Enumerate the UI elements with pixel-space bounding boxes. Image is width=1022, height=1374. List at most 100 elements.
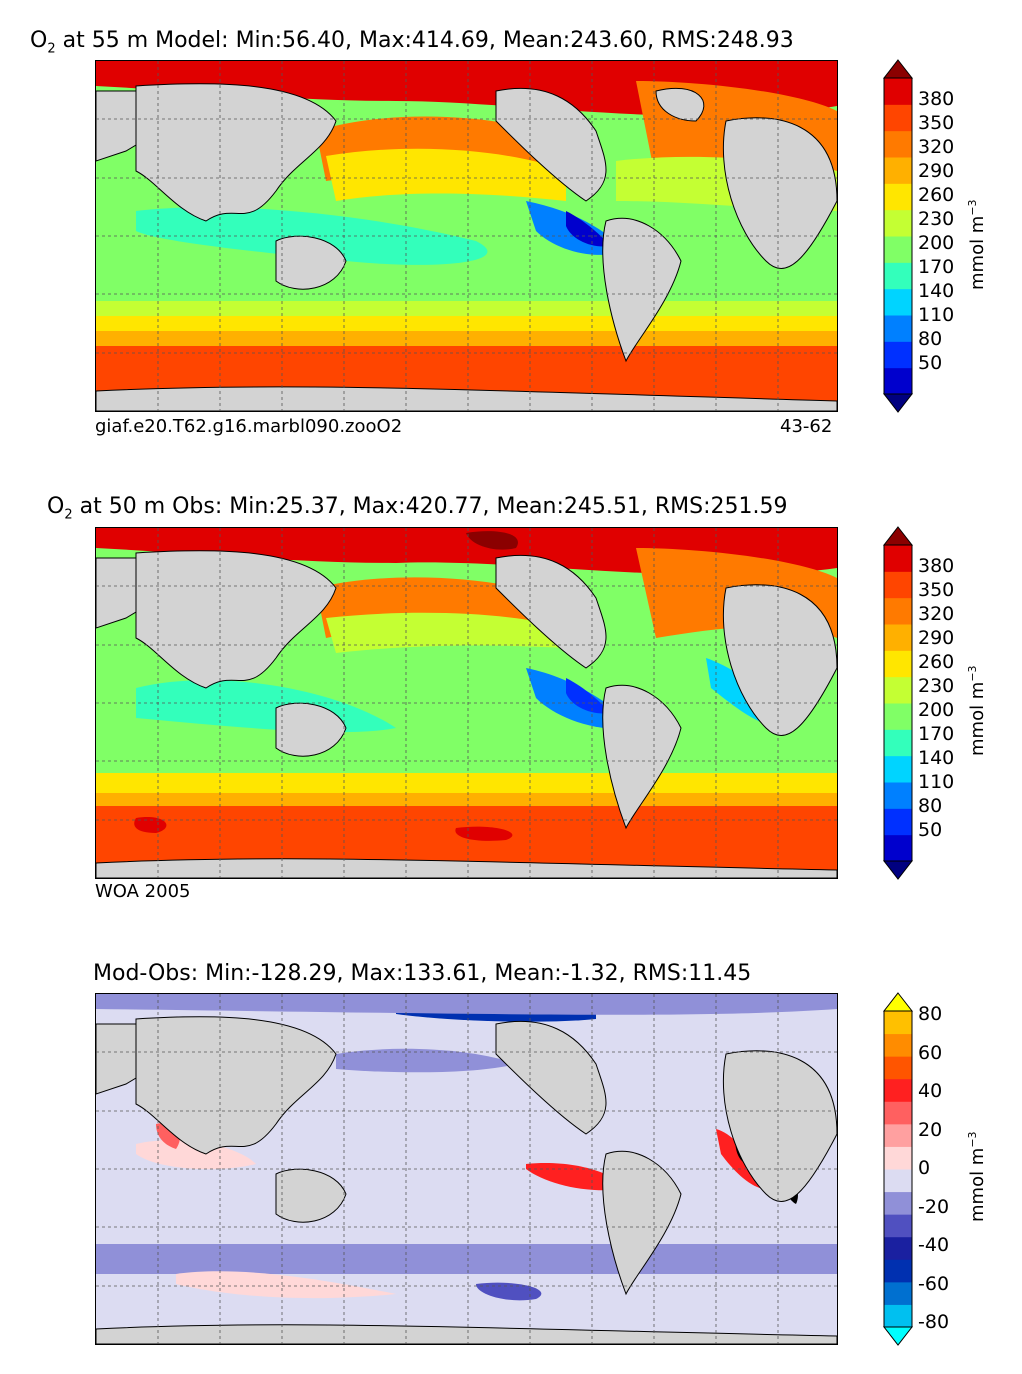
colorbar-frame xyxy=(883,544,913,862)
colorbar-segment xyxy=(884,808,912,836)
colorbar-unit-model: mmol m−3 xyxy=(966,199,988,290)
colorbar-segment xyxy=(884,262,912,290)
colorbar-segment xyxy=(884,624,912,651)
colorbar-model xyxy=(882,59,914,413)
colorbar-tick-label: 380 xyxy=(918,88,955,110)
colorbar-tick-label: 200 xyxy=(918,699,955,721)
colorbar-model-scale xyxy=(882,59,914,413)
colorbar-segment xyxy=(884,676,912,704)
colorbar-tick-label: 140 xyxy=(918,280,955,302)
colorbar-segment xyxy=(884,288,912,316)
colorbar-tick-label: 170 xyxy=(918,256,955,278)
colorbar-tick-label: 50 xyxy=(918,819,943,841)
colorbar-segment xyxy=(884,183,912,211)
colorbar-extend-max xyxy=(882,992,914,1012)
colorbar-extend-max xyxy=(882,526,914,546)
panel-title-obs: O2 at 50 m Obs: Min:25.37, Max:420.77, M… xyxy=(47,494,788,523)
panel-title-model: O2 at 55 m Model: Min:56.40, Max:414.69,… xyxy=(30,28,794,57)
colorbar-unit-diff: mmol m−3 xyxy=(966,1131,988,1222)
colorbar-segment xyxy=(884,104,912,132)
colorbar-segment xyxy=(884,1236,912,1260)
colorbar-diff-scale xyxy=(882,992,914,1346)
colorbar-segment xyxy=(884,703,912,730)
colorbar-tick-label: 110 xyxy=(918,304,955,326)
colorbar-obs-scale xyxy=(882,526,914,880)
colorbar-tick-label: 40 xyxy=(918,1080,943,1102)
colorbar-segment xyxy=(884,130,912,158)
colorbar-unit-obs: mmol m−3 xyxy=(966,665,988,756)
map-obs xyxy=(95,527,838,879)
colorbar-tick-label: -40 xyxy=(918,1234,950,1256)
colorbar-segment xyxy=(884,367,912,395)
colorbar-tick-label: -60 xyxy=(918,1272,950,1295)
footer-years: 43-62 xyxy=(780,416,833,437)
colorbar-segment xyxy=(884,755,912,783)
colorbar-tick-label: 350 xyxy=(918,112,955,134)
footer-obs-source: WOA 2005 xyxy=(95,881,191,902)
map-model xyxy=(95,60,838,412)
colorbar-tick-label: 80 xyxy=(918,1003,943,1025)
colorbar-segment xyxy=(884,1056,912,1080)
panel-title-diff: Mod-Obs: Min:-128.29, Max:133.61, Mean:-… xyxy=(93,961,752,986)
colorbar-tick-label: 230 xyxy=(918,675,955,697)
colorbar-extend-min xyxy=(882,393,914,413)
colorbar-segment xyxy=(884,1169,912,1193)
colorbar-segment xyxy=(884,1259,912,1283)
colorbar-tick-label: 20 xyxy=(918,1118,943,1141)
colorbar-tick-label: 140 xyxy=(918,747,955,769)
colorbar-segment xyxy=(884,729,912,757)
colorbar-tick-label: 320 xyxy=(918,603,955,625)
colorbar-segment xyxy=(884,1304,912,1328)
map-diff xyxy=(95,993,838,1345)
colorbar-segment xyxy=(884,1281,912,1305)
colorbar-segment xyxy=(884,571,912,599)
colorbar-segment xyxy=(884,157,912,184)
colorbar-frame xyxy=(883,1010,913,1328)
footer-run-id: giaf.e20.T62.g16.marbl090.zooO2 xyxy=(95,416,403,437)
colorbar-segment xyxy=(884,1078,912,1102)
colorbar-tick-label: -80 xyxy=(918,1311,950,1333)
colorbar-tick-label: 380 xyxy=(918,555,955,577)
colorbar-segment xyxy=(884,209,912,237)
colorbar-segment xyxy=(884,1214,912,1238)
colorbar-tick-label: 60 xyxy=(918,1041,943,1064)
map-obs-field xyxy=(96,528,837,878)
colorbar-tick-label: 350 xyxy=(918,579,955,601)
colorbar-extend-min xyxy=(882,860,914,880)
colorbar-segment xyxy=(884,545,912,572)
colorbar-extend-min xyxy=(882,1326,914,1346)
map-model-field xyxy=(96,61,837,411)
colorbar-segment xyxy=(884,341,912,369)
map-diff-field xyxy=(96,994,837,1344)
colorbar-tick-label: 80 xyxy=(918,328,943,350)
colorbar-segment xyxy=(884,834,912,862)
colorbar-tick-label: 320 xyxy=(918,136,955,158)
colorbar-extend-max xyxy=(882,59,914,79)
colorbar-segment xyxy=(884,1191,912,1215)
colorbar-tick-label: 80 xyxy=(918,795,943,817)
colorbar-segment xyxy=(884,1101,912,1125)
colorbar-segment xyxy=(884,1146,912,1170)
colorbar-segment xyxy=(884,1123,912,1147)
colorbar-obs xyxy=(882,526,914,880)
colorbar-segment xyxy=(884,1033,912,1057)
colorbar-segment xyxy=(884,315,912,342)
colorbar-tick-label: -20 xyxy=(918,1195,950,1218)
colorbar-tick-label: 260 xyxy=(918,651,955,673)
colorbar-segment xyxy=(884,597,912,625)
colorbar-tick-label: 170 xyxy=(918,723,955,745)
colorbar-diff xyxy=(882,992,914,1346)
colorbar-segment xyxy=(884,236,912,263)
colorbar-tick-label: 50 xyxy=(918,352,943,374)
colorbar-frame xyxy=(883,77,913,395)
colorbar-tick-label: 290 xyxy=(918,627,955,649)
colorbar-tick-label: 200 xyxy=(918,232,955,254)
colorbar-segment xyxy=(884,650,912,678)
colorbar-tick-label: 110 xyxy=(918,771,955,793)
colorbar-tick-label: 0 xyxy=(918,1157,931,1179)
colorbar-segment xyxy=(884,78,912,105)
colorbar-tick-label: 230 xyxy=(918,208,955,230)
colorbar-tick-label: 260 xyxy=(918,184,955,206)
colorbar-segment xyxy=(884,1011,912,1035)
colorbar-segment xyxy=(884,782,912,809)
